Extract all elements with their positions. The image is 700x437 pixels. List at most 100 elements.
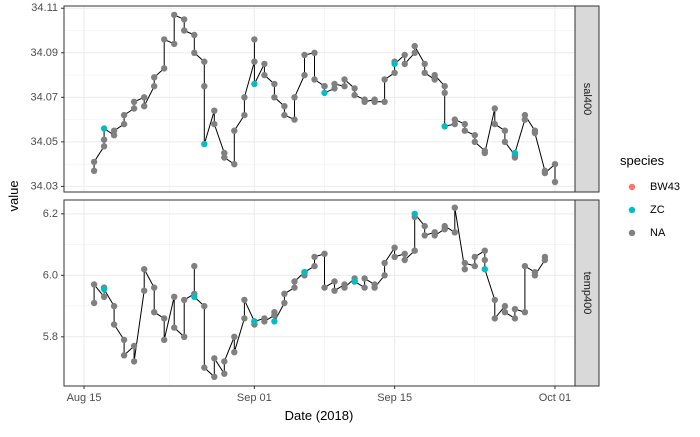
point-na (401, 250, 408, 257)
point-na (241, 94, 248, 101)
point-na (211, 120, 218, 128)
point-na (421, 69, 428, 77)
point-na (311, 253, 318, 261)
strip-temp400 (574, 199, 600, 387)
point-zc (441, 123, 448, 130)
point-na (461, 266, 468, 273)
point-na (291, 94, 298, 101)
strip-label-temp400: temp400 (581, 272, 593, 315)
point-na (110, 321, 118, 328)
legend-key-zc (628, 206, 636, 214)
point-na (171, 40, 178, 48)
point-zc (511, 149, 519, 157)
point-na (451, 204, 458, 211)
point-na (471, 132, 478, 139)
point-na (221, 358, 228, 365)
point-na (211, 355, 218, 362)
legend-key-na (628, 229, 636, 237)
point-na (441, 89, 448, 97)
legend-label-na: NA (650, 227, 666, 239)
point-na (201, 58, 208, 65)
point-na (381, 76, 388, 83)
point-na (501, 127, 509, 134)
point-na (461, 127, 468, 134)
point-na (231, 349, 238, 356)
point-zc (351, 278, 358, 285)
point-na (341, 284, 348, 291)
point-na (110, 127, 118, 134)
point-na (241, 296, 248, 304)
y-tick-label: 34.11 (31, 2, 58, 14)
point-na (311, 76, 318, 83)
point-na (461, 120, 468, 128)
point-na (521, 111, 529, 119)
point-na (361, 275, 368, 282)
point-na (90, 158, 98, 166)
point-na (181, 333, 188, 340)
legend-title: species (620, 153, 665, 168)
point-na (261, 71, 268, 79)
point-zc (411, 210, 418, 217)
point-na (201, 302, 208, 310)
point-na (491, 296, 498, 304)
point-na (451, 116, 458, 123)
point-na (501, 302, 509, 310)
point-na (471, 138, 478, 146)
legend-key-bw43 (628, 183, 636, 191)
point-zc (191, 293, 198, 300)
point-na (491, 120, 498, 128)
point-na (301, 51, 308, 59)
point-na (171, 293, 178, 300)
legend-label-zc: ZC (650, 204, 665, 216)
x-axis-title: Date (2018) (285, 408, 354, 423)
point-na (541, 253, 549, 261)
point-na (281, 299, 288, 307)
point-na (461, 259, 468, 267)
point-na (471, 253, 478, 261)
x-axis-ticks: Aug 15 Sep 01 Sep 15 Oct 01 (67, 386, 571, 404)
point-zc (201, 140, 208, 148)
point-zc (100, 286, 108, 293)
point-na (401, 60, 408, 68)
point-na (421, 60, 428, 68)
points-sal400 (90, 11, 559, 186)
point-na (381, 98, 388, 106)
point-na (361, 98, 368, 106)
point-na (541, 169, 549, 177)
y-ticks-sal400: 34.03 34.05 34.07 34.09 34.11 (30, 2, 64, 192)
point-na (451, 229, 458, 236)
point-na (161, 65, 168, 72)
legend: species BW43 ZC NA (620, 153, 680, 239)
point-na (231, 333, 238, 340)
point-na (281, 290, 288, 297)
point-na (371, 98, 378, 106)
point-na (391, 244, 398, 251)
y-tick-label: 6.2 (43, 208, 58, 220)
grid-temp400 (64, 200, 575, 386)
point-na (521, 262, 529, 270)
point-na (241, 315, 248, 322)
point-na (331, 85, 338, 92)
strip-label-sal400: sal400 (581, 83, 593, 115)
point-na (521, 116, 529, 123)
point-na (321, 83, 328, 90)
point-na (451, 120, 458, 128)
point-na (371, 284, 378, 291)
point-na (241, 111, 248, 119)
point-na (501, 138, 509, 146)
point-na (251, 36, 258, 43)
point-na (381, 259, 388, 267)
point-na (531, 129, 539, 137)
point-na (141, 103, 148, 110)
y-tick-label: 34.03 (30, 180, 58, 192)
point-na (151, 74, 158, 81)
point-na (191, 49, 198, 56)
point-na (431, 71, 438, 79)
point-zc (100, 125, 108, 132)
legend-items: BW43 ZC NA (628, 181, 680, 239)
point-na (331, 287, 338, 294)
point-na (301, 71, 308, 79)
point-na (231, 127, 238, 134)
point-na (291, 116, 298, 123)
